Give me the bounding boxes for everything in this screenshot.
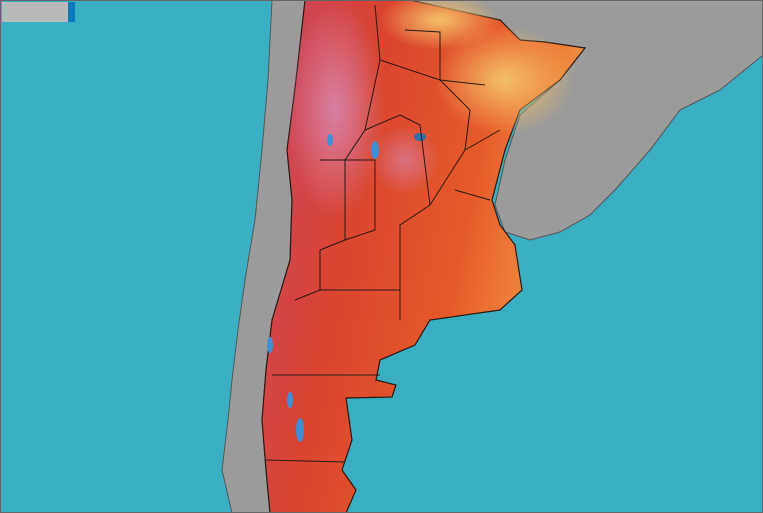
overlay-tab [2,2,68,22]
heat-low-zone [380,0,500,50]
overlay-tab-accent [68,2,75,22]
province-borders [265,4,501,463]
heat-extreme-zone [285,0,385,220]
cool-spots [267,133,426,442]
heat-extreme-zone [370,125,440,195]
heat-low-zone [435,25,575,135]
